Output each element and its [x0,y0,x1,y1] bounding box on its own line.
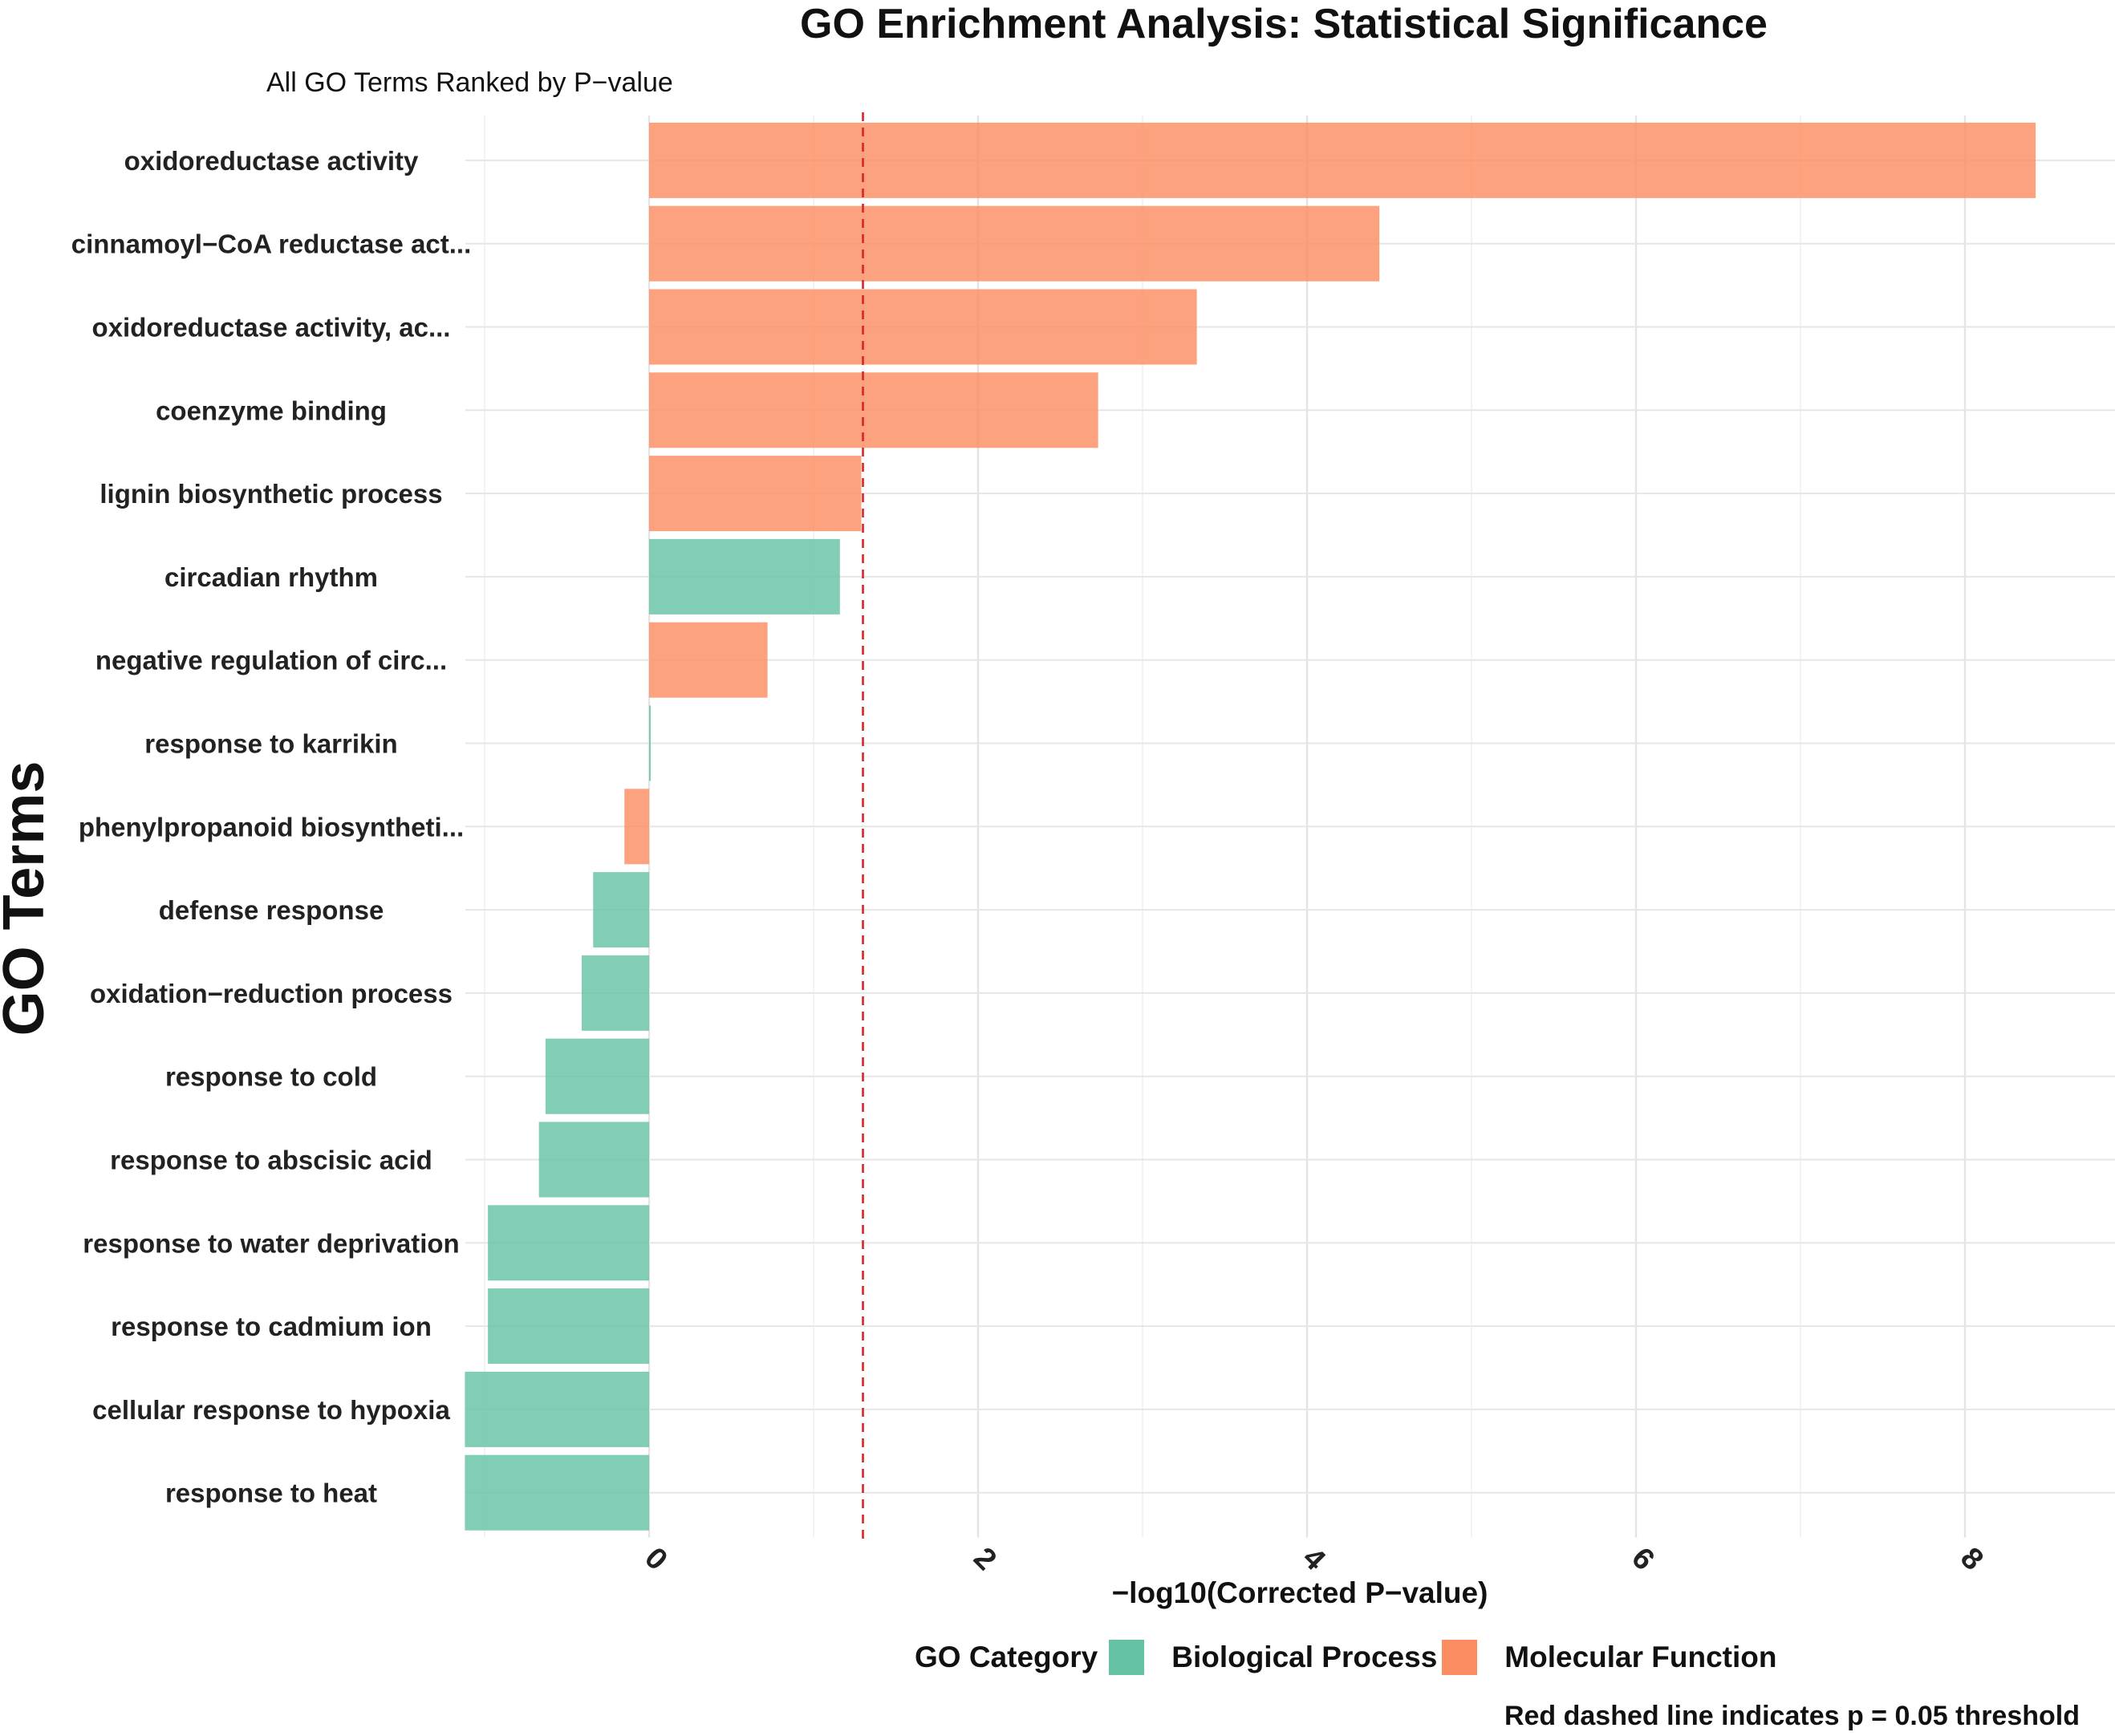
bar [624,789,649,865]
bar [649,538,840,614]
bar [649,456,862,532]
category-labels: oxidoreductase activity cinnamoyl−CoA red… [71,146,472,1508]
bar [465,1371,649,1447]
category-label: coenzyme binding [156,395,387,425]
x-tick-labels: 0 2 4 6 8 [638,1541,1990,1577]
category-label: response to cold [165,1062,377,1092]
bar [649,705,652,781]
legend-title: GO Category [915,1641,1098,1673]
category-label: response to abscisic acid [110,1146,432,1175]
y-axis-title: GO Terms [0,761,56,1036]
chart-title: GO Enrichment Analysis: Statistical Sign… [800,1,1768,47]
bar [545,1038,649,1114]
bar [649,122,2036,198]
bar [649,372,1098,448]
x-axis-title: −log10(Corrected P−value) [1112,1576,1488,1609]
category-label: response to water deprivation [83,1228,459,1258]
bar [581,955,649,1031]
legend: GO Category Biological Process Molecular… [915,1633,1781,1681]
category-label: oxidation−reduction process [90,979,453,1008]
x-tick-label: 8 [1954,1541,1990,1577]
bar [465,1454,649,1531]
bar [649,205,1380,282]
legend-label-biological-process: Biological Process [1171,1641,1438,1673]
x-tick-label: 0 [638,1541,674,1577]
x-tick-label: 6 [1625,1541,1661,1577]
category-label: response to cadmium ion [111,1312,432,1341]
category-label: response to karrikin [144,729,397,759]
category-label: oxidoreductase activity [124,146,419,176]
bar [649,622,768,698]
legend-swatch-molecular-function [1442,1640,1478,1675]
x-tick-label: 2 [967,1541,1003,1577]
bar [488,1205,649,1281]
category-label: defense response [159,895,384,925]
category-label: response to heat [165,1478,377,1508]
bar [538,1122,649,1198]
category-label: oxidoreductase activity, ac... [92,313,451,343]
category-label: circadian rhythm [164,562,378,592]
category-label: lignin biosynthetic process [99,479,442,509]
legend-swatch-biological-process [1109,1640,1145,1675]
bar [488,1288,649,1365]
category-label: cinnamoyl−CoA reductase act... [71,229,472,259]
bar [593,872,649,948]
category-label: negative regulation of circ... [95,646,447,675]
category-label: cellular response to hypoxia [92,1395,450,1425]
threshold-caption: Red dashed line indicates p = 0.05 thres… [1504,1701,2080,1731]
x-tick-label: 4 [1296,1541,1332,1577]
bars [465,122,2036,1531]
legend-label-molecular-function: Molecular Function [1504,1641,1777,1673]
bar [649,289,1197,365]
chart-subtitle: All GO Terms Ranked by P−value [266,67,673,98]
category-label: phenylpropanoid biosyntheti... [79,812,464,842]
